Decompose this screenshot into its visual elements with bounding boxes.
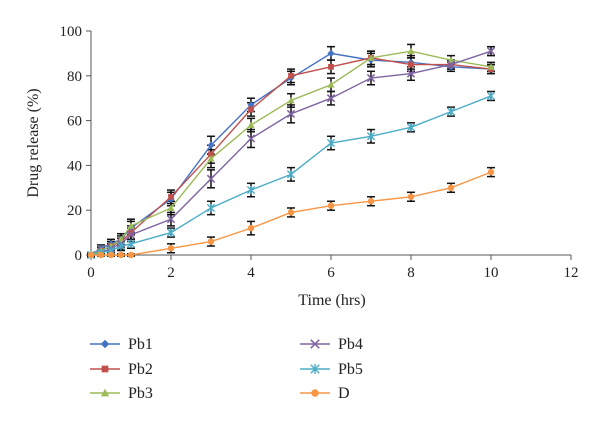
data-point bbox=[206, 203, 216, 213]
data-point bbox=[207, 238, 215, 245]
data-point bbox=[367, 54, 375, 61]
data-point bbox=[87, 251, 95, 259]
data-point bbox=[327, 81, 335, 88]
data-point bbox=[407, 193, 415, 200]
x-tick-label: 10 bbox=[484, 265, 499, 281]
data-point bbox=[486, 91, 496, 101]
data-point bbox=[447, 56, 455, 63]
data-point bbox=[127, 251, 135, 259]
x-tick-label: 0 bbox=[87, 265, 95, 281]
data-point bbox=[446, 60, 456, 69]
legend-item-d: D bbox=[300, 385, 350, 402]
legend: Pb1 Pb2 Pb3 Pb4 Pb5 D bbox=[90, 336, 363, 402]
data-point bbox=[166, 214, 176, 224]
data-point bbox=[248, 106, 254, 113]
legend-marker bbox=[101, 365, 109, 373]
data-point bbox=[206, 174, 216, 184]
data-point bbox=[407, 47, 415, 55]
data-point bbox=[288, 72, 294, 79]
data-point bbox=[246, 134, 256, 143]
data-point bbox=[207, 141, 215, 149]
x-axis-title: Time (hrs) bbox=[298, 292, 365, 309]
legend-label: Pb3 bbox=[128, 385, 153, 402]
data-point bbox=[327, 49, 335, 57]
x-tick-label: 6 bbox=[327, 265, 335, 281]
data-point bbox=[367, 198, 375, 205]
data-point bbox=[247, 121, 255, 128]
series-line bbox=[90, 50, 492, 256]
y-tick-label: 100 bbox=[60, 24, 83, 40]
data-point bbox=[446, 107, 456, 116]
data-point bbox=[117, 251, 125, 259]
legend-marker bbox=[310, 363, 320, 375]
x-tick-label: 8 bbox=[407, 265, 415, 281]
legend-item-pb2: Pb2 bbox=[90, 361, 153, 378]
axes: 0 20 40 60 80 100 0 2 4 6 8 10 12 bbox=[60, 24, 579, 281]
data-point bbox=[127, 222, 135, 229]
data-point bbox=[126, 230, 136, 240]
y-tick-label: 20 bbox=[67, 203, 82, 219]
y-tick-label: 60 bbox=[67, 114, 82, 130]
data-point bbox=[286, 109, 296, 119]
y-tick-label: 40 bbox=[67, 158, 82, 174]
data-point bbox=[166, 228, 176, 237]
data-point bbox=[208, 151, 214, 158]
data-point bbox=[126, 239, 136, 249]
data-point bbox=[116, 241, 126, 251]
legend-marker bbox=[310, 339, 320, 349]
data-point bbox=[107, 251, 115, 259]
series-pb3 bbox=[87, 47, 495, 258]
data-point bbox=[486, 46, 496, 56]
data-point bbox=[247, 101, 255, 109]
legend-item-pb4: Pb4 bbox=[300, 336, 363, 353]
legend-item-pb3: Pb3 bbox=[90, 385, 153, 402]
data-point bbox=[246, 185, 256, 195]
y-axis-title: Drug release (%) bbox=[25, 88, 42, 197]
legend-marker bbox=[100, 388, 110, 397]
data-point bbox=[168, 193, 174, 200]
data-point bbox=[487, 63, 495, 70]
data-point bbox=[117, 235, 125, 243]
series-d bbox=[87, 168, 495, 259]
legend-marker bbox=[100, 339, 110, 349]
data-point bbox=[326, 138, 336, 148]
data-point bbox=[326, 94, 336, 103]
legend-label: Pb5 bbox=[338, 361, 363, 378]
data-point bbox=[406, 69, 416, 78]
data-point bbox=[207, 155, 215, 162]
y-tick-label: 80 bbox=[67, 69, 82, 85]
legend-label: Pb4 bbox=[338, 336, 363, 353]
data-point bbox=[366, 73, 376, 83]
series-line bbox=[90, 57, 492, 256]
data-point bbox=[366, 131, 376, 141]
x-tick-label: 2 bbox=[167, 265, 175, 281]
series-layer bbox=[86, 43, 496, 260]
data-point bbox=[167, 204, 175, 211]
data-point bbox=[167, 245, 175, 252]
legend-item-pb1: Pb1 bbox=[90, 336, 153, 353]
data-point bbox=[447, 184, 455, 192]
data-point bbox=[247, 224, 255, 232]
data-point bbox=[327, 202, 335, 209]
data-point bbox=[406, 123, 416, 132]
legend-label: D bbox=[338, 385, 350, 402]
data-point bbox=[128, 229, 134, 236]
data-point bbox=[487, 168, 495, 176]
data-point bbox=[328, 63, 334, 70]
data-point bbox=[286, 170, 296, 179]
data-point bbox=[287, 209, 295, 216]
legend-item-pb5: Pb5 bbox=[300, 361, 363, 378]
legend-marker bbox=[311, 389, 319, 397]
x-tick-label: 4 bbox=[247, 265, 255, 281]
legend-label: Pb2 bbox=[128, 361, 153, 378]
data-point bbox=[287, 96, 295, 104]
legend-label: Pb1 bbox=[128, 336, 153, 353]
data-point bbox=[408, 61, 414, 68]
data-point bbox=[97, 251, 105, 259]
x-tick-label: 12 bbox=[564, 265, 579, 281]
y-tick-label: 0 bbox=[75, 248, 83, 264]
